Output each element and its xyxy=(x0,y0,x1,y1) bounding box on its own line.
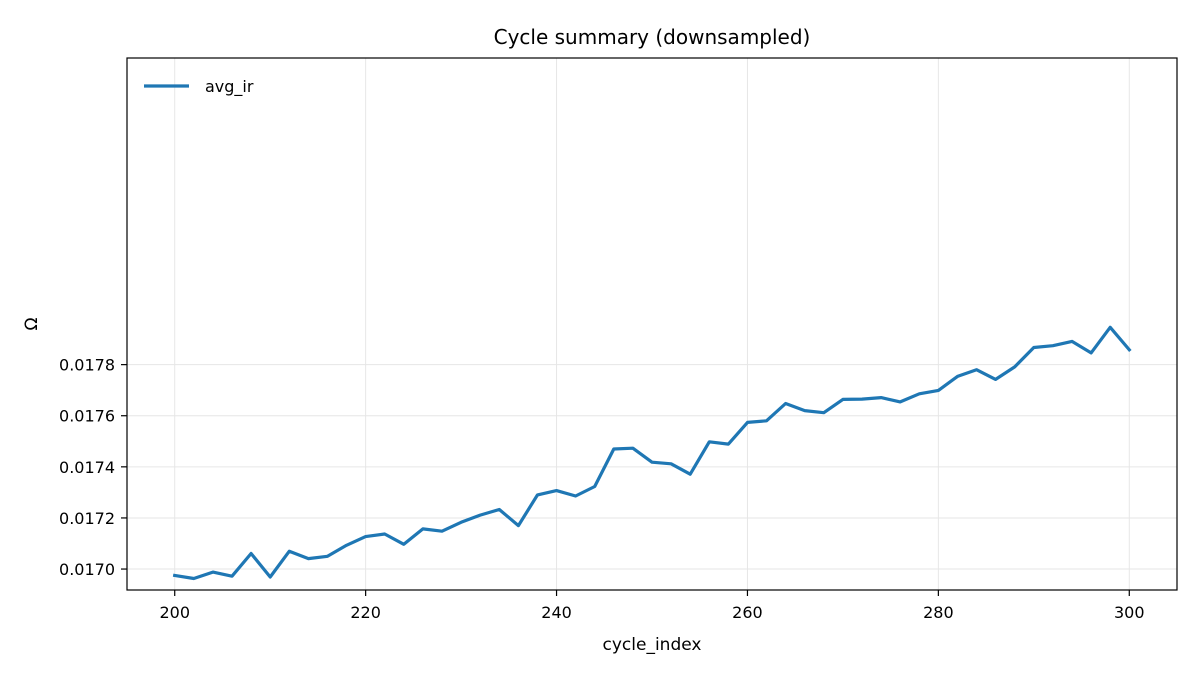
x-axis-label: cycle_index xyxy=(603,635,702,655)
legend-label-avg-ir: avg_ir xyxy=(205,77,254,97)
x-tick-label: 200 xyxy=(159,603,190,622)
y-tick-label: 0.0178 xyxy=(59,356,115,375)
chart-title: Cycle summary (downsampled) xyxy=(494,25,811,49)
series-layer xyxy=(172,325,1132,581)
y-tick-label: 0.0174 xyxy=(59,458,115,477)
legend: avg_ir xyxy=(144,77,254,97)
y-axis: 0.0170 0.0172 0.0174 0.0176 0.0178 xyxy=(59,356,127,579)
x-tick-label: 240 xyxy=(541,603,572,622)
y-axis-label: Ω xyxy=(22,318,42,331)
x-tick-label: 280 xyxy=(923,603,954,622)
grid xyxy=(127,58,1177,590)
plot-area-frame xyxy=(126,57,1178,591)
y-tick-label: 0.0172 xyxy=(59,509,115,528)
y-tick-label: 0.0176 xyxy=(59,407,115,426)
series-line-avg-ir xyxy=(172,325,1132,581)
x-axis: 200 220 240 260 280 300 xyxy=(159,590,1145,622)
x-tick-label: 260 xyxy=(732,603,763,622)
x-tick-label: 300 xyxy=(1114,603,1145,622)
x-tick-label: 220 xyxy=(350,603,381,622)
y-tick-label: 0.0170 xyxy=(59,560,115,579)
